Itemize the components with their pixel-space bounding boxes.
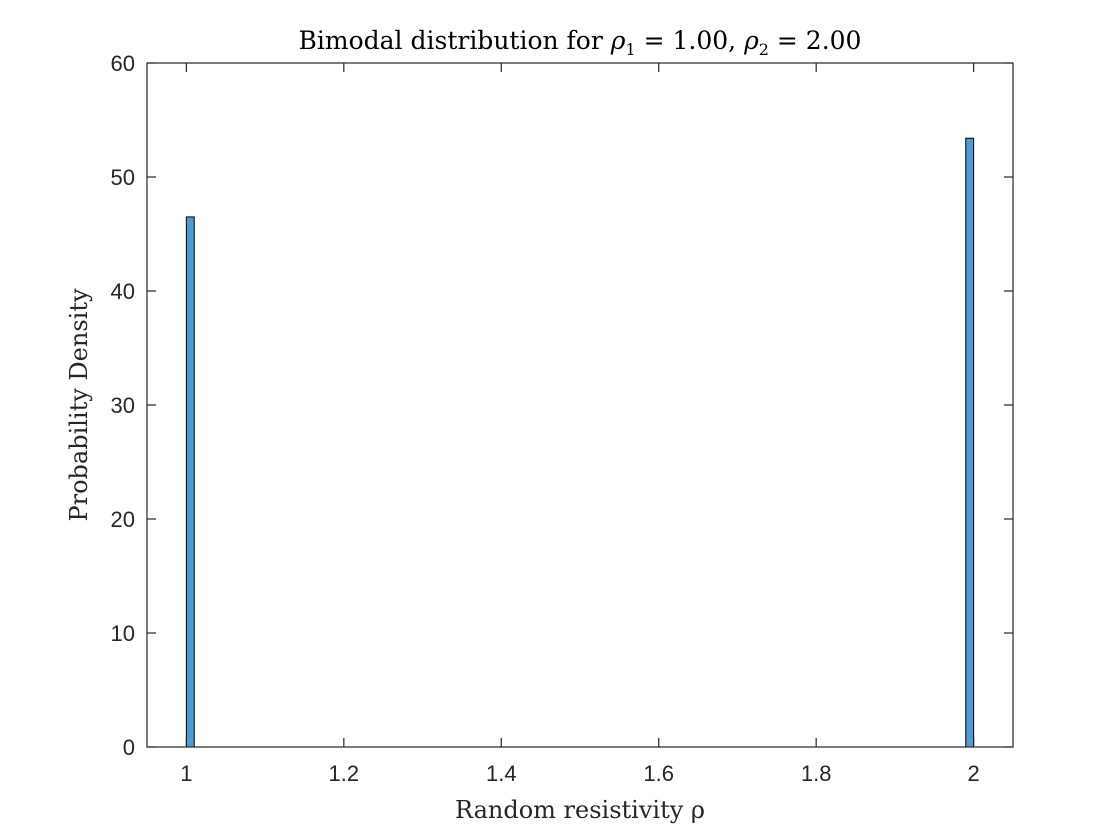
histogram-bar-2 [965, 137, 975, 748]
bars-layer [185, 137, 975, 748]
y-tick-label: 30 [111, 393, 135, 418]
chart-title: Bimodal distribution for ρ1 = 1.00, ρ2 =… [299, 26, 862, 59]
y-tick-label: 50 [111, 165, 135, 190]
histogram-bar-1 [185, 216, 195, 748]
chart-title-rho1-subscript: 1 [625, 40, 635, 59]
y-tick-label: 60 [111, 51, 135, 76]
y-tick-label: 0 [123, 735, 135, 760]
y-tick-label: 40 [111, 279, 135, 304]
y-axis-label: Probability Density [65, 288, 93, 522]
ticks-layer [147, 62, 1013, 748]
chart-title-rho2-value: = 2.00 [769, 26, 862, 55]
y-tick-label: 20 [111, 507, 135, 532]
x-tick-label: 1.8 [801, 761, 832, 786]
x-tick-label: 1 [180, 761, 192, 786]
chart-title-prefix: Bimodal distribution for [299, 26, 611, 55]
chart-title-rho2-subscript: 2 [759, 40, 769, 59]
x-tick-label: 2 [968, 761, 980, 786]
y-tick-label: 10 [111, 621, 135, 646]
x-axis-label: Random resistivity ρ [455, 796, 705, 824]
chart-title-rho1-value: = 1.00, [636, 26, 744, 55]
chart-title-rho2-symbol: ρ [743, 26, 759, 55]
x-tick-label: 1.6 [643, 761, 674, 786]
x-tick-label: 1.4 [486, 761, 517, 786]
axes-box [146, 62, 1014, 748]
x-tick-label: 1.2 [329, 761, 360, 786]
chart-title-rho1-symbol: ρ [610, 26, 626, 55]
